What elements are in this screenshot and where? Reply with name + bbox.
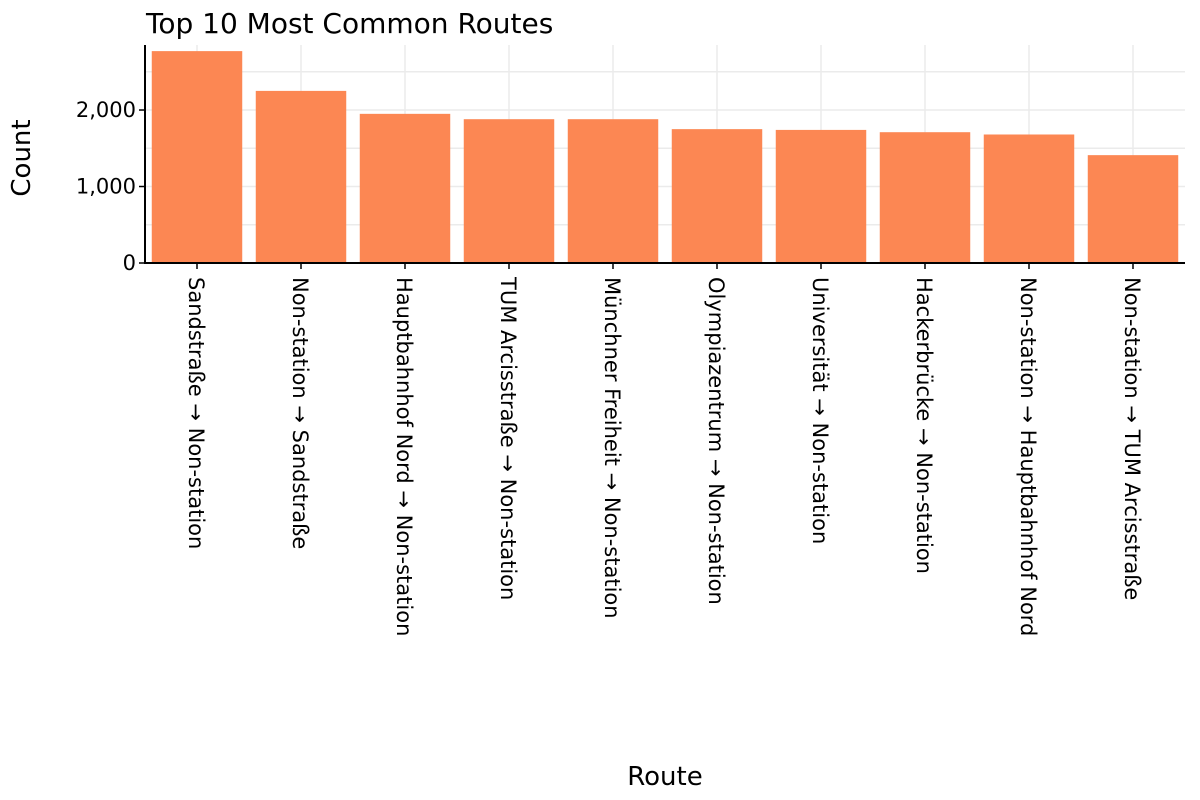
x-tick-label: Hackerbrücke → Non-station <box>912 277 936 574</box>
x-axis-label: Route <box>627 762 702 792</box>
bar <box>983 134 1075 263</box>
bars-layer <box>151 51 1179 264</box>
x-tick-label: Non-station → Hauptbahnhof Nord <box>1016 277 1040 636</box>
bar <box>151 51 243 264</box>
bar <box>255 90 347 263</box>
x-tick-label: Sandstraße → Non-station <box>184 277 208 549</box>
x-tick-label: Universität → Non-station <box>808 277 832 544</box>
y-tick-label: 0 <box>123 251 136 275</box>
x-tick-label: Non-station → TUM Arcisstraße <box>1120 277 1144 600</box>
bar <box>775 129 867 263</box>
bar <box>1087 155 1179 263</box>
bar <box>567 119 659 263</box>
chart-title: Top 10 Most Common Routes <box>145 7 553 40</box>
x-tick-label: Hauptbahnhof Nord → Non-station <box>392 277 416 636</box>
x-tick-label: Non-station → Sandstraße <box>288 277 312 549</box>
x-tick-label: Olympiazentrum → Non-station <box>704 277 728 605</box>
y-tick-label: 1,000 <box>76 175 136 199</box>
axis-layer: 0 1,000 2,000 Sandstraße → Non-station Non-s… <box>76 45 1185 636</box>
y-axis-label: Count <box>7 119 37 196</box>
bar <box>671 129 763 263</box>
x-tick-label: Münchner Freiheit → Non-station <box>600 277 624 619</box>
x-tick-label: TUM Arcisstraße → Non-station <box>496 276 520 600</box>
y-tick-label: 2,000 <box>76 98 136 122</box>
bar <box>879 132 971 263</box>
bar <box>463 119 555 263</box>
bar <box>359 113 451 263</box>
